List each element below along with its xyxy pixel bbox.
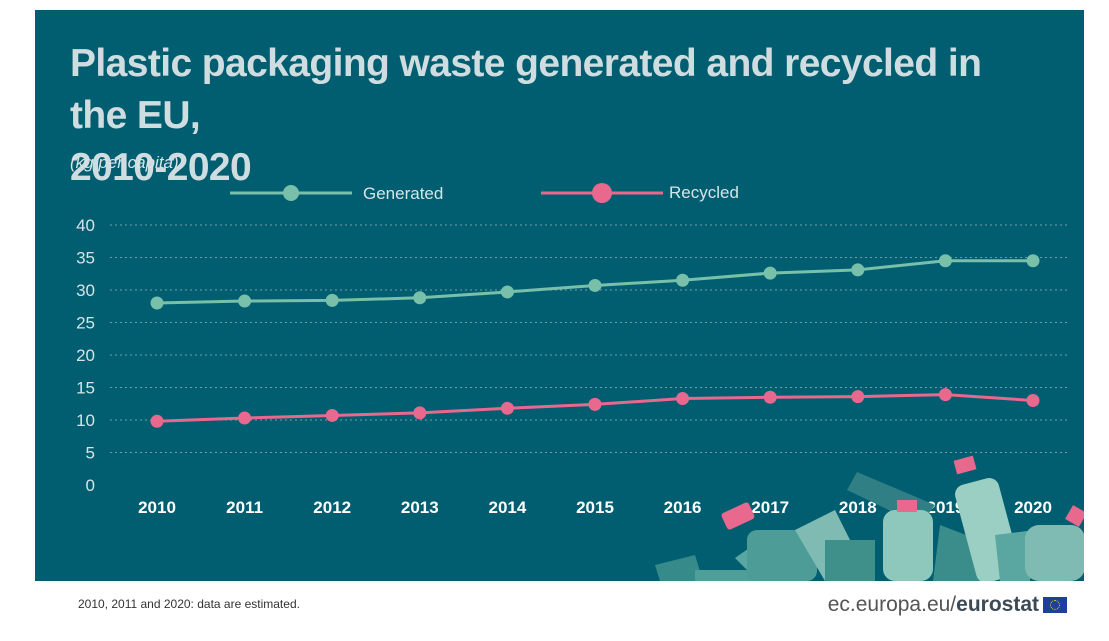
data-point-generated [238, 294, 252, 308]
data-point-generated [413, 291, 427, 305]
data-point-generated [763, 266, 777, 280]
legend-label-recycled: Recycled [669, 183, 739, 202]
plastic-bottles-illustration [655, 455, 1084, 581]
y-tick-label: 10 [76, 411, 95, 430]
legend [230, 183, 663, 203]
x-axis-ticks: 2010 2011 2012 2013 2014 2015 2016 2017 2018 2019… [138, 498, 1052, 517]
chart-title: Plastic packaging waste generated and re… [70, 38, 1030, 194]
legend-marker-generated [283, 185, 299, 201]
y-tick-label: 40 [76, 216, 95, 235]
x-tick-label: 2014 [488, 498, 526, 517]
legend-marker-recycled [592, 183, 612, 203]
x-tick-label: 2016 [664, 498, 702, 517]
data-point-recycled [1026, 394, 1040, 407]
y-tick-label: 5 [86, 444, 95, 463]
grid-lines [110, 224, 1070, 453]
chart-title-line2: 2010-2020 [70, 146, 252, 189]
x-tick-label: 2013 [401, 498, 439, 517]
data-point-recycled [413, 406, 427, 420]
y-tick-label: 0 [86, 476, 95, 495]
eurostat-logo: ec.europa.eu/eurostat [828, 593, 1067, 617]
data-point-generated [851, 263, 865, 277]
data-point-generated [500, 285, 514, 299]
eu-flag-icon [1043, 597, 1067, 613]
chart-title-line1: Plastic packaging waste generated and re… [70, 42, 982, 137]
y-tick-label: 20 [76, 346, 95, 365]
x-tick-label: 2015 [576, 498, 614, 517]
x-tick-label: 2011 [226, 498, 263, 517]
brand-prefix: ec.europa.eu/ [827, 593, 957, 616]
footnote: 2010, 2011 and 2020: data are estimated. [78, 597, 300, 611]
legend-label-generated: Generated [363, 184, 444, 203]
data-point-generated [1026, 254, 1040, 268]
data-point-recycled [588, 397, 602, 411]
series-points [150, 254, 1040, 428]
y-axis-ticks: 0 5 10 15 20 25 30 35 40 [76, 216, 95, 495]
chart-panel: Plastic packaging waste generated and re… [35, 10, 1084, 581]
data-point-generated [325, 293, 339, 307]
data-point-recycled [763, 390, 777, 404]
data-point-recycled [325, 408, 339, 422]
y-tick-label: 25 [76, 314, 95, 333]
data-point-recycled [676, 392, 690, 406]
data-point-recycled [938, 388, 952, 402]
y-tick-label: 15 [76, 379, 95, 398]
data-point-generated [150, 296, 164, 310]
x-tick-label: 2020 [1014, 498, 1052, 517]
y-tick-label: 35 [76, 249, 95, 268]
x-tick-label: 2012 [313, 498, 351, 517]
data-point-recycled [238, 411, 252, 425]
data-point-recycled [851, 390, 865, 404]
data-point-generated [938, 254, 952, 268]
y-tick-label: 30 [76, 281, 95, 300]
data-point-recycled [500, 401, 514, 415]
x-tick-label: 2010 [138, 498, 176, 517]
x-tick-label: 2018 [839, 498, 877, 517]
data-point-generated [676, 273, 690, 287]
brand-name: eurostat [956, 593, 1039, 616]
x-tick-label: 2019 [926, 498, 964, 517]
unit-label: (kg per capita) [70, 153, 179, 172]
data-point-generated [588, 278, 602, 292]
data-point-recycled [150, 414, 164, 428]
x-tick-label: 2017 [751, 498, 789, 517]
